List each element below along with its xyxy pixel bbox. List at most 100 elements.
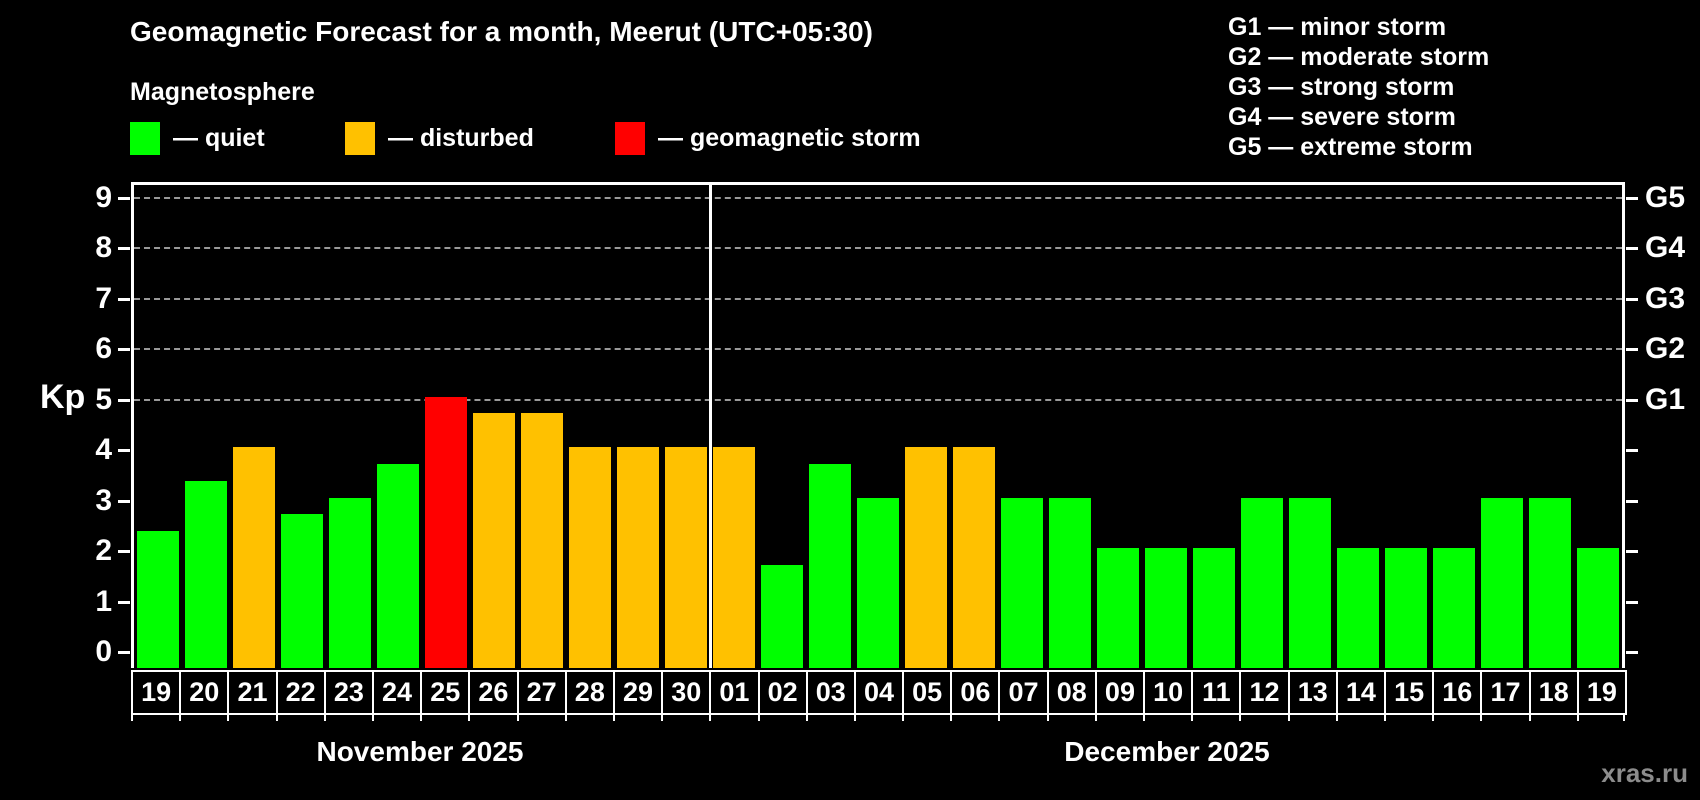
day-label-nov-28: 28 <box>564 670 615 715</box>
right-axis-label-g5: G5 <box>1645 181 1686 215</box>
kp-bar-03 <box>809 463 851 668</box>
day-label-dec-10: 10 <box>1143 670 1194 715</box>
y-tick-label-4: 4 <box>95 433 112 467</box>
day-label-dec-11: 11 <box>1191 670 1242 715</box>
right-tick-4 <box>1626 449 1638 453</box>
day-boundary-tick <box>516 715 519 721</box>
day-label-nov-25: 25 <box>420 670 471 715</box>
day-boundary-tick <box>1480 715 1483 721</box>
legend-item-disturbed: — disturbed <box>345 121 534 155</box>
page-title: Geomagnetic Forecast for a month, Meerut… <box>130 16 873 47</box>
kp-bar-30 <box>665 447 707 668</box>
day-boundary-tick <box>1576 715 1579 721</box>
day-boundary-tick <box>179 715 182 721</box>
kp-bar-23 <box>329 497 371 668</box>
y-tick-3 <box>118 499 130 503</box>
y-tick-label-8: 8 <box>95 231 112 265</box>
y-tick-5 <box>118 398 130 402</box>
kp-bar-18 <box>1529 497 1571 668</box>
day-boundary-tick <box>709 715 712 721</box>
watermark: xras.ru <box>1601 758 1688 788</box>
kp-bar-19 <box>137 531 179 668</box>
kp-bar-14 <box>1337 548 1379 668</box>
day-boundary-tick <box>1046 715 1049 721</box>
kp-bar-26 <box>473 413 515 668</box>
day-label-dec-12: 12 <box>1239 670 1290 715</box>
right-tick-7 <box>1626 297 1638 301</box>
kp-bar-06 <box>953 447 995 668</box>
g-legend-line-g3: G3 — strong storm <box>1228 73 1455 101</box>
right-axis-label-g4: G4 <box>1645 231 1686 265</box>
day-label-dec-03: 03 <box>805 670 856 715</box>
kp-bar-19 <box>1577 548 1619 668</box>
right-tick-6 <box>1626 348 1638 352</box>
y-tick-2 <box>118 550 130 554</box>
y-tick-label-1: 1 <box>95 584 112 618</box>
month-label-december: December 2025 <box>1064 736 1270 767</box>
y-tick-7 <box>118 297 130 301</box>
kp-bar-07 <box>1001 497 1043 668</box>
quiet-color-swatch <box>130 121 160 155</box>
kp-bar-10 <box>1145 548 1187 668</box>
day-label-dec-08: 08 <box>1046 670 1097 715</box>
g-legend-line-g1: G1 — minor storm <box>1228 13 1447 41</box>
kp-bar-05 <box>905 447 947 668</box>
month-label-november: November 2025 <box>316 736 524 767</box>
gridline-kp6 <box>134 348 1622 351</box>
legend-label-quiet: — quiet <box>173 123 265 152</box>
kp-bar-28 <box>569 447 611 668</box>
kp-bar-21 <box>233 447 275 668</box>
magnetosphere-heading: Magnetosphere <box>130 78 315 106</box>
kp-bar-04 <box>857 497 899 668</box>
day-label-nov-27: 27 <box>516 670 567 715</box>
kp-bar-24 <box>377 463 419 668</box>
right-tick-3 <box>1626 499 1638 503</box>
day-label-dec-05: 05 <box>902 670 953 715</box>
y-tick-label-0: 0 <box>95 635 112 668</box>
day-boundary-tick <box>757 715 760 721</box>
kp-bar-27 <box>521 413 563 668</box>
day-boundary-tick <box>1335 715 1338 721</box>
day-label-dec-06: 06 <box>950 670 1001 715</box>
y-tick-label-5: 5 <box>95 382 112 416</box>
y-tick-label-2: 2 <box>95 534 112 568</box>
day-label-dec-19: 19 <box>1576 670 1627 715</box>
kp-bar-25 <box>425 396 467 668</box>
right-tick-1 <box>1626 600 1638 604</box>
day-boundary-tick <box>902 715 905 721</box>
kp-bar-08 <box>1049 497 1091 668</box>
day-boundary-tick <box>1432 715 1435 721</box>
g-scale-legend: G1 — minor storm G2 — moderate storm G3 … <box>1228 12 1489 162</box>
day-boundary-tick <box>805 715 808 721</box>
y-tick-label-7: 7 <box>95 281 112 315</box>
day-boundary-tick <box>612 715 615 721</box>
gridline-kp5 <box>134 398 1622 401</box>
gridline-kp7 <box>134 297 1622 300</box>
day-boundary-tick <box>227 715 230 721</box>
day-boundary-tick <box>1191 715 1194 721</box>
kp-bar-02 <box>761 564 803 668</box>
day-boundary-tick <box>853 715 856 721</box>
kp-bar-29 <box>617 447 659 668</box>
y-tick-8 <box>118 247 130 251</box>
g-legend-line-g2: G2 — moderate storm <box>1228 43 1490 71</box>
kp-bar-12 <box>1241 497 1283 668</box>
legend-label-disturbed: — disturbed <box>388 123 534 152</box>
kp-bar-13 <box>1289 497 1331 668</box>
day-label-dec-02: 02 <box>757 670 808 715</box>
day-label-dec-04: 04 <box>853 670 905 715</box>
day-label-dec-13: 13 <box>1287 670 1338 715</box>
day-boundary-tick <box>468 715 471 721</box>
day-label-nov-26: 26 <box>468 670 519 715</box>
day-boundary-tick <box>1143 715 1146 721</box>
day-boundary-tick <box>323 715 326 721</box>
kp-bar-16 <box>1433 548 1475 668</box>
day-label-dec-09: 09 <box>1094 670 1146 715</box>
day-label-dec-16: 16 <box>1432 670 1483 715</box>
day-boundary-tick <box>1239 715 1242 721</box>
kp-bar-09 <box>1097 548 1139 668</box>
legend-item-quiet: — quiet <box>130 121 265 155</box>
day-boundary-tick <box>661 715 664 721</box>
kp-bar-15 <box>1385 548 1427 668</box>
